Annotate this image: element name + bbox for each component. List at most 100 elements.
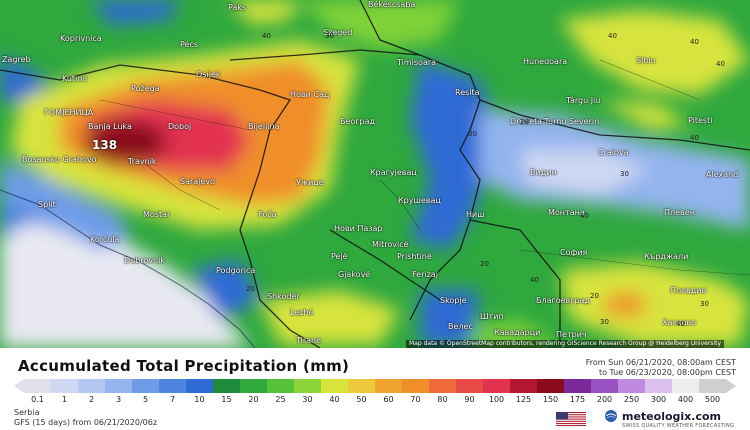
place-label: Штип: [480, 312, 504, 321]
place-label: ГОМЈЕНИЦА: [44, 108, 94, 117]
place-label: Sarajevo: [180, 177, 215, 186]
scale-swatch: [105, 379, 133, 393]
map-canvas: [0, 0, 750, 348]
place-label: Korčula: [90, 235, 120, 244]
contour-value: 40: [580, 212, 589, 220]
scale-swatch: [186, 379, 214, 393]
scale-tick-label: 1: [61, 395, 68, 404]
contour-value: 40: [530, 276, 539, 284]
scale-swatch: [213, 379, 241, 393]
place-label: Хасково: [662, 318, 697, 327]
contour-value: 40: [690, 134, 699, 142]
contour-value: 30: [620, 170, 629, 178]
us-flag-icon[interactable]: [556, 412, 586, 426]
place-label: Велес: [448, 322, 473, 331]
place-label: Reșița: [455, 88, 480, 97]
place-label: Ужице: [296, 178, 324, 187]
precipitation-map[interactable]: Paks Békéscsaba Koprivnica Pécs Szeged Zagreb…: [0, 0, 750, 348]
scale-tick-label: 100: [488, 395, 505, 404]
scale-arrow-left: [14, 379, 24, 393]
scale-tick-label: 70: [410, 395, 421, 404]
contour-value: 20: [590, 292, 599, 300]
scale-tick-label: 175: [569, 395, 586, 404]
map-attribution: Map data © OpenStreetMap contributors, r…: [406, 340, 724, 348]
place-label: Gjakovë: [338, 270, 371, 279]
scale-swatch: [672, 379, 700, 393]
scale-swatch: [699, 379, 727, 393]
place-label: Podgorica: [216, 266, 256, 275]
scale-swatch: [645, 379, 673, 393]
place-label: Крушевац: [398, 196, 441, 205]
place-label: Крагујевац: [370, 168, 417, 177]
place-label: Нови Сад: [290, 90, 330, 99]
scale-tick-label: 25: [275, 395, 286, 404]
place-label: Doboj: [168, 122, 192, 131]
place-label: Pécs: [180, 40, 199, 49]
scale-swatch: [456, 379, 484, 393]
scale-swatch: [51, 379, 79, 393]
color-scale: [14, 379, 736, 393]
scale-tick-label: 500: [704, 395, 721, 404]
place-label: Banja Luka: [88, 122, 132, 131]
place-label: Zagreb: [2, 55, 31, 64]
place-label: Пловдив: [670, 286, 707, 295]
place-label: Lezhë: [290, 308, 314, 317]
scale-tick-label: 50: [356, 395, 367, 404]
scale-tick-label: 125: [515, 395, 532, 404]
place-label: Travnik: [128, 157, 157, 166]
place-label: София: [560, 248, 588, 257]
place-label: Dubrovnik: [124, 256, 165, 265]
place-label: Петрич: [556, 330, 587, 339]
place-label: Craiova: [598, 148, 629, 157]
place-label: Bijeljina: [248, 122, 280, 131]
scale-swatch: [618, 379, 646, 393]
place-label: Drobeta-Turnu Severin: [510, 117, 600, 126]
scale-tick-label: 0.1: [31, 395, 44, 404]
legend-title: Accumulated Total Precipitation (mm): [18, 357, 350, 375]
place-label: Koprivnica: [60, 34, 102, 43]
scale-tick-label: 2: [88, 395, 95, 404]
scale-tick-label: 10: [194, 395, 205, 404]
place-label: Paks: [228, 3, 247, 12]
scale-swatch: [24, 379, 52, 393]
place-label: Нови Пазар: [334, 224, 383, 233]
place-label: Tirane: [296, 336, 322, 345]
legend-from: From Sun 06/21/2020, 08:00am CEST: [585, 358, 736, 367]
place-label: Sibiu: [636, 56, 656, 65]
scale-arrow-right: [726, 379, 736, 393]
contour-value: 40: [262, 32, 271, 40]
place-label: Târgu Jiu: [566, 96, 601, 105]
logo-text: meteologix.com: [622, 409, 721, 423]
logo-globe-icon: [605, 410, 617, 422]
legend-panel: Accumulated Total Precipitation (mm) Fro…: [0, 348, 750, 430]
scale-tick-label: 400: [677, 395, 694, 404]
contour-value: 20: [480, 260, 489, 268]
scale-swatch: [348, 379, 376, 393]
scale-tick-label: 60: [383, 395, 394, 404]
place-label: Foča: [258, 210, 277, 219]
place-label: Békéscsaba: [368, 0, 416, 9]
scale-tick-label: 250: [623, 395, 640, 404]
scale-swatch: [240, 379, 268, 393]
meteologix-logo[interactable]: meteologix.com SWISS QUALITY WEATHER FOR…: [604, 409, 734, 429]
scale-swatch: [564, 379, 592, 393]
scale-swatch: [429, 379, 457, 393]
scale-swatch: [483, 379, 511, 393]
place-label: Плевен: [664, 208, 695, 217]
logo-tagline: SWISS QUALITY WEATHER FORECASTING: [622, 423, 735, 429]
place-label: Alexand: [706, 170, 739, 179]
scale-swatch: [537, 379, 565, 393]
place-label: Shkodër: [267, 292, 300, 301]
scale-tick-label: 30: [302, 395, 313, 404]
place-label: Bosansko Grahovo: [22, 155, 97, 164]
scale-tick-label: 90: [464, 395, 475, 404]
place-label: Kutina: [62, 74, 88, 83]
scale-tick-label: 5: [142, 395, 149, 404]
contour-value: 30: [468, 130, 477, 138]
scale-swatch: [402, 379, 430, 393]
place-label: Osijek: [196, 70, 221, 79]
place-label: Београд: [340, 117, 376, 126]
scale-swatch: [267, 379, 295, 393]
scale-tick-label: 7: [169, 395, 176, 404]
model-label: GFS (15 days) from 06/21/2020/06z: [14, 418, 158, 427]
